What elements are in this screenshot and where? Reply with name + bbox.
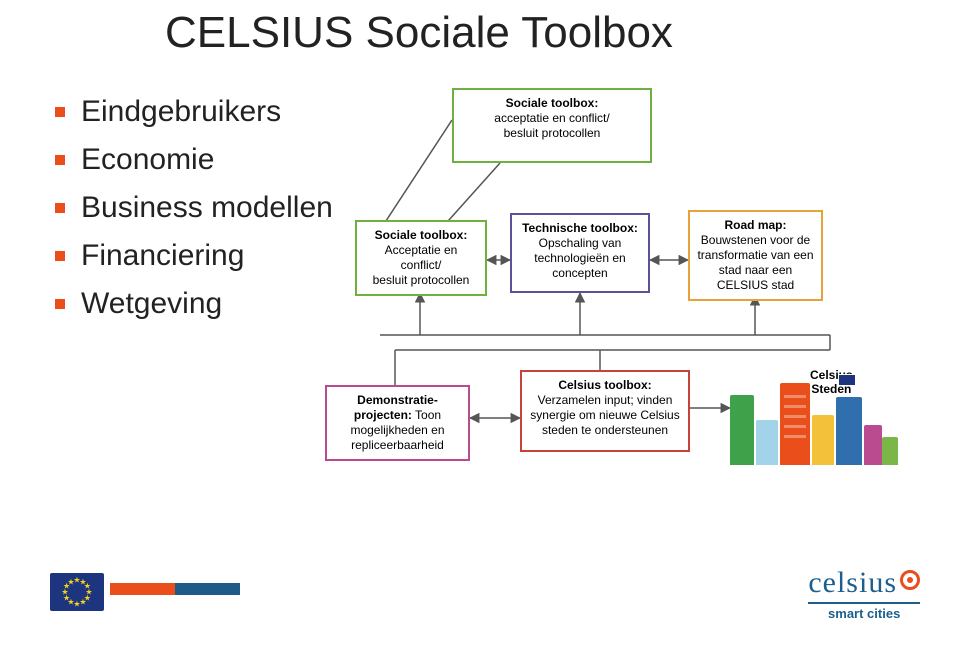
bullet-dot-icon — [55, 107, 65, 117]
celsius-ring-icon — [900, 570, 920, 590]
bullet-item: Economie — [55, 143, 333, 177]
bullet-list: Eindgebruikers Economie Business modellen F… — [55, 95, 333, 335]
bullet-text: Eindgebruikers — [81, 95, 281, 129]
bullet-text: Wetgeving — [81, 287, 222, 321]
page-title: CELSIUS Sociale Toolbox — [165, 8, 673, 58]
bullet-item: Financiering — [55, 239, 333, 273]
logo-subtitle: smart cities — [808, 602, 920, 621]
diagram-box-demo: Demonstratie-projecten: Toon mogelijkhed… — [325, 385, 470, 461]
bullet-dot-icon — [55, 203, 65, 213]
bullet-dot-icon — [55, 251, 65, 261]
bullet-item: Eindgebruikers — [55, 95, 333, 129]
bullet-item: Wetgeving — [55, 287, 333, 321]
bullet-text: Economie — [81, 143, 214, 177]
bullet-text: Business modellen — [81, 191, 333, 225]
footer-color-bar — [110, 583, 310, 595]
eu-flag-icon: ★★★★★★★★★★★★ — [50, 573, 104, 611]
logo-word: celsius — [808, 566, 897, 599]
bullet-item: Business modellen — [55, 191, 333, 225]
diagram-box-roadmap: Road map:Bouwstenen voor de transformati… — [688, 210, 823, 301]
diagram-box-tech: Technische toolbox: Opschaling van techn… — [510, 213, 650, 293]
bullet-dot-icon — [55, 299, 65, 309]
diagram-box-collect: Celsius toolbox:Verzamelen input; vinden… — [520, 370, 690, 452]
diagram-box-social_top: Sociale toolbox:acceptatie en conflict/ … — [452, 88, 652, 163]
city-illustration — [730, 370, 900, 465]
bullet-text: Financiering — [81, 239, 244, 273]
bullet-dot-icon — [55, 155, 65, 165]
celsius-logo: celsius smart cities — [808, 566, 920, 621]
diagram-box-social_left: Sociale toolbox:Acceptatie en conflict/ … — [355, 220, 487, 296]
